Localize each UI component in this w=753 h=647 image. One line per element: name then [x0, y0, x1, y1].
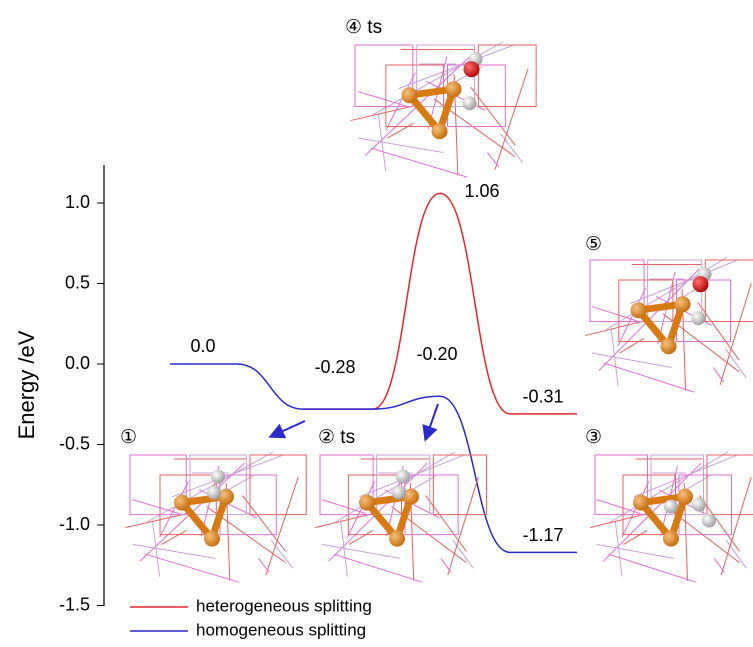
y-tick-label: 0.5: [65, 272, 90, 292]
connector: [237, 364, 303, 409]
lattice-cell: [220, 475, 276, 535]
y-tick-label: -1.5: [59, 594, 90, 614]
atom: [389, 531, 405, 547]
h-atom: [396, 470, 410, 484]
h-atom: [392, 486, 406, 500]
h-atom: [702, 514, 716, 528]
arrow: [426, 404, 438, 438]
legend-label: homogeneous splitting: [196, 620, 366, 639]
lattice-bond: [487, 152, 498, 167]
h-atom: [207, 486, 221, 500]
value-label: 0.0: [190, 336, 215, 356]
lattice-bond: [426, 495, 467, 551]
connector: [373, 193, 440, 409]
structure-image: [585, 445, 753, 582]
h-atom: [463, 96, 477, 110]
atom: [631, 302, 647, 318]
lattice-bond: [606, 257, 727, 330]
o-atom: [693, 276, 709, 292]
lattice-bond: [713, 367, 723, 382]
h-atom: [692, 498, 706, 512]
lattice-cell: [705, 260, 753, 322]
atom: [663, 531, 679, 547]
lattice-bond: [471, 87, 515, 145]
lattice-bond: [592, 307, 637, 322]
atom: [359, 495, 375, 511]
lattice-bond: [698, 302, 740, 360]
y-tick-label: -1.0: [59, 514, 90, 534]
lattice-bond: [714, 558, 724, 572]
atom: [675, 296, 691, 312]
lattice-bond: [441, 558, 451, 572]
lattice-bond: [371, 148, 467, 177]
structure-label: ③: [585, 427, 602, 448]
h-atom: [692, 311, 706, 325]
legend-label: heterogeneous splitting: [196, 596, 372, 615]
atom: [633, 495, 649, 511]
lattice-bond: [373, 42, 503, 115]
o-atom: [464, 61, 480, 77]
lattice-bond: [334, 554, 422, 582]
atom: [446, 81, 462, 97]
lattice-bond: [259, 558, 270, 572]
h-atom: [664, 500, 678, 514]
atom: [204, 531, 220, 547]
value-label: 1.06: [464, 181, 499, 201]
value-label: -0.28: [314, 357, 355, 377]
h-atom: [211, 470, 225, 484]
lattice-bond: [358, 92, 406, 107]
value-label: -0.20: [416, 344, 457, 364]
atom: [677, 489, 693, 505]
connector: [440, 193, 510, 414]
lattice-bond: [609, 554, 696, 582]
lattice-bond: [242, 495, 285, 551]
structure-image: [120, 445, 306, 582]
lattice-bond: [133, 500, 180, 514]
structure-image: [310, 445, 486, 582]
atom: [402, 87, 418, 103]
structure-image: [345, 35, 536, 177]
arrow: [272, 421, 305, 436]
structure-label: ⑤: [585, 234, 602, 255]
lattice-bond: [145, 554, 239, 582]
lattice-bond: [604, 363, 694, 392]
atom: [174, 495, 190, 511]
structure-label: ④ ts: [345, 17, 382, 38]
y-tick-label: 0.0: [65, 353, 90, 373]
structure-image: [580, 250, 753, 392]
atom: [661, 338, 677, 354]
lattice-cell: [478, 45, 536, 107]
chart: Energy /eV -1.5 -1.0 -0.5 0.0 0.5 1.0 1.06 -0.3…: [0, 0, 753, 647]
value-label: -0.31: [522, 387, 563, 407]
y-tick-label: -0.5: [59, 433, 90, 453]
y-axis-label: Energy /eV: [14, 330, 39, 439]
structure-label: ② ts: [318, 427, 355, 448]
atom: [432, 123, 448, 139]
y-tick-label: 1.0: [65, 192, 90, 212]
value-label: -1.17: [522, 525, 563, 545]
structure-label: ①: [120, 427, 137, 448]
